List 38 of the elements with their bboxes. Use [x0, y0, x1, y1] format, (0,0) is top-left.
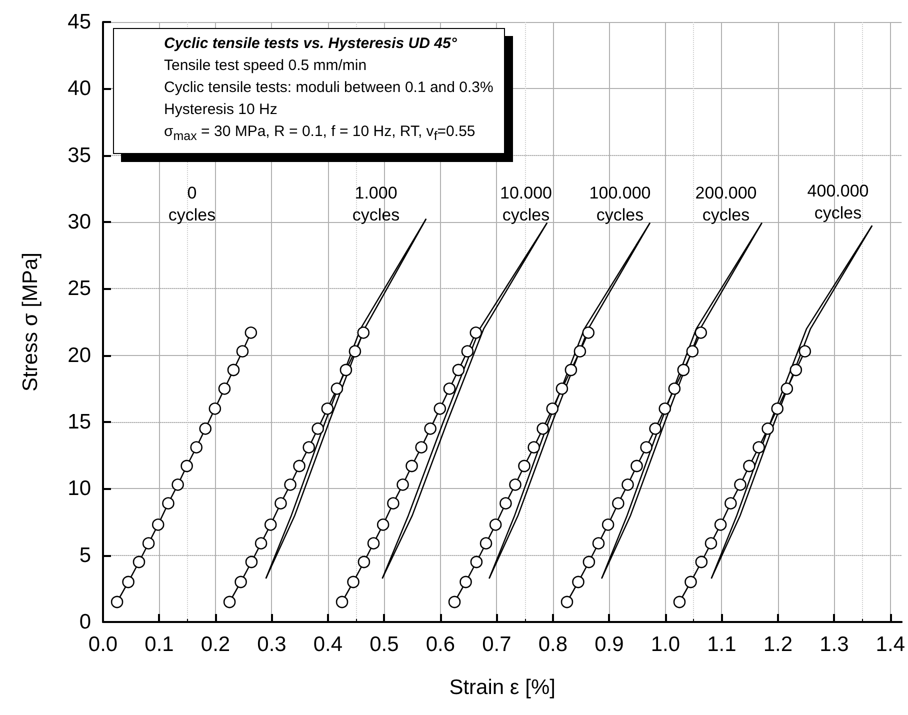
x-tick-label: 1.3	[820, 633, 849, 656]
x-tick-label: 0.0	[88, 633, 118, 656]
y-tick-label: 45	[68, 10, 91, 34]
x-tick-label: 0.9	[594, 633, 624, 656]
x-tick-label: 0.4	[313, 633, 343, 656]
x-tick-label: 1.1	[707, 633, 736, 656]
annotation: Tensile test speed 0.5 mm/min	[164, 56, 368, 76]
x-tick-label: 1.4	[876, 633, 906, 656]
x-tick-label: 1.0	[650, 633, 680, 656]
annotation: 100.000 cycles	[589, 184, 651, 224]
x-axis-title: Strain ε [%]	[449, 676, 556, 699]
chart-title: Cyclic tensile tests vs. Hysteresis UD 45°	[164, 35, 457, 52]
y-tick-label: 0	[79, 610, 91, 634]
annotation: 10.000 cycles	[500, 184, 552, 224]
annotation: Cyclic tensile tests: moduli between 0.1 and 0.3%	[164, 78, 494, 98]
y-axis-title: Stress σ [MPa]	[19, 252, 42, 392]
y-tick-label: 30	[68, 210, 91, 234]
y-tick-label: 5	[79, 544, 91, 567]
x-tick-label: 0.8	[538, 633, 568, 656]
x-tick-label: 0.2	[200, 633, 230, 656]
y-tick-label: 35	[68, 144, 91, 167]
annotation: 1.000 cycles	[352, 184, 400, 224]
annotation: 0 cycles	[168, 184, 216, 224]
y-tick-label: 40	[68, 77, 91, 100]
annotation: 200.000 cycles	[695, 184, 757, 224]
y-tick-label: 15	[68, 410, 91, 434]
x-tick-label: 0.5	[370, 633, 399, 656]
annotation: σ$_{max}$ = 30 MPa, R = 0.1, f = 10 Hz, RT, v$_{f}$=0.55	[164, 122, 476, 145]
x-tick-label: 0.3	[257, 633, 286, 656]
x-tick-label: 0.1	[144, 633, 174, 656]
y-tick-label: 10	[68, 477, 91, 500]
annotation: Hysteresis 10 Hz	[164, 100, 278, 120]
y-tick-label: 20	[68, 344, 91, 367]
x-tick-label: 0.6	[426, 633, 456, 656]
x-tick-label: 1.2	[763, 633, 793, 656]
x-tick-label: 0.7	[482, 633, 512, 656]
annotation: 400.000 cycles	[807, 182, 869, 222]
y-tick-label: 25	[68, 277, 91, 300]
